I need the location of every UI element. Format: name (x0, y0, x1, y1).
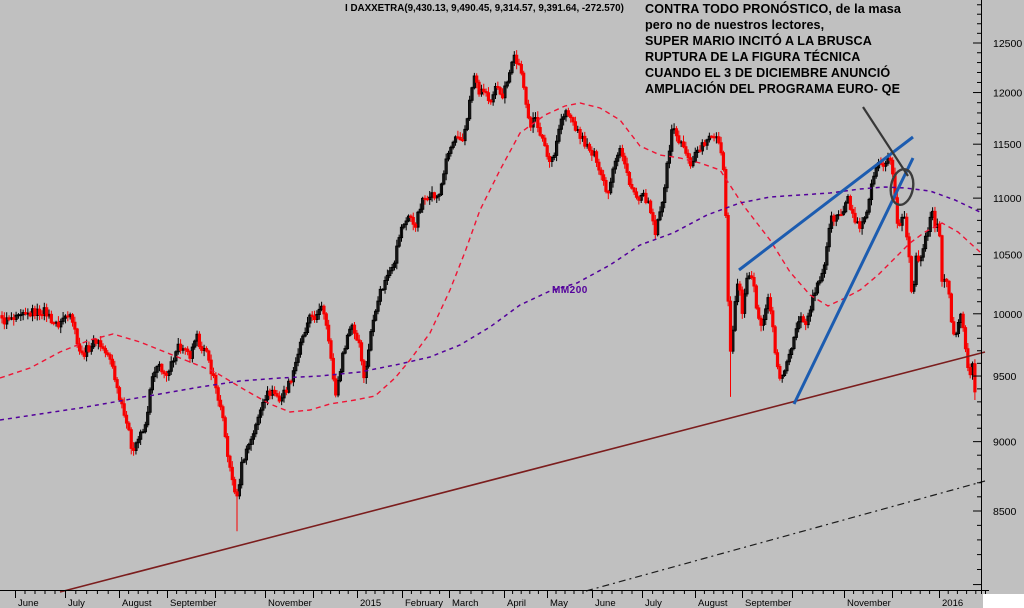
x-axis-label: 2015 (360, 598, 381, 608)
ma-200-line[interactable] (0, 186, 981, 421)
down-candles (0, 50, 977, 532)
chart-title: I DAXXETRA(9,430.13, 9,490.45, 9,314.57,… (345, 3, 624, 14)
x-axis-label: April (507, 598, 526, 608)
corner-blank (983, 594, 1024, 608)
trendline-wedge-upper[interactable] (738, 135, 914, 272)
x-axis-label: November (847, 598, 891, 608)
x-axis-label: May (550, 598, 568, 608)
x-axis-label: September (745, 598, 791, 608)
mm200-label: MM200 (552, 285, 588, 296)
x-axis-label: June (18, 598, 39, 608)
x-axis-label: 2016 (942, 598, 963, 608)
annotation-line: SUPER MARIO INCITÓ A LA BRUSCA (645, 33, 872, 48)
x-axis-label: July (645, 598, 662, 608)
y-axis-ticks: 8500 9000 9500 10000 10500 11000 11500 12000 125… (973, 4, 1022, 586)
x-axis-label: June (595, 598, 616, 608)
annotation-line: AMPLIACIÓN DEL PROGRAMA EURO- QE (645, 81, 901, 96)
y-axis-label: 11500 (993, 139, 1022, 151)
x-axis-label: September (170, 598, 216, 608)
up-candles (5, 51, 975, 500)
annotation-text: CONTRA TODO PRONÓSTICO, de la masa pero … (645, 2, 975, 97)
candles-layer (0, 50, 977, 532)
x-axis-label: March (452, 598, 478, 608)
y-axis-label: 12500 (993, 38, 1022, 50)
annotation-line: RUPTURA DE LA FIGURA TÉCNICA (645, 49, 861, 64)
annotation-line: CUANDO EL 3 DE DICIEMBRE ANUNCIÓ (645, 65, 891, 80)
x-axis-label: August (698, 598, 728, 608)
annotation-line: pero no de nuestros lectores, (645, 17, 825, 32)
y-axis-label: 10000 (993, 309, 1022, 321)
y-axis-label: 10500 (993, 250, 1022, 262)
trendline-arrow-pointer[interactable] (862, 106, 909, 177)
y-axis-label: 9500 (993, 371, 1017, 383)
x-axis-label: February (405, 598, 443, 608)
x-axis-label: August (122, 598, 152, 608)
y-axis-label: 12000 (993, 88, 1022, 100)
ma-fast-line[interactable] (0, 102, 981, 413)
x-axis-label: July (68, 598, 85, 608)
trendline-wedge-lower[interactable] (792, 157, 915, 405)
annotation-line: CONTRA TODO PRONÓSTICO, de la masa (645, 2, 902, 16)
x-axis-ticks: June July August September November 2015 Febru… (15, 590, 986, 608)
y-axis-label: 9000 (993, 437, 1017, 449)
trendline-long-term-support[interactable] (59, 351, 986, 593)
breakout-ellipse[interactable] (888, 167, 916, 207)
y-axis-label: 8500 (993, 506, 1017, 518)
trendline-parallel-dashdot[interactable] (585, 480, 986, 592)
x-axis-label: November (268, 598, 312, 608)
y-axis-label: 11000 (993, 193, 1022, 205)
